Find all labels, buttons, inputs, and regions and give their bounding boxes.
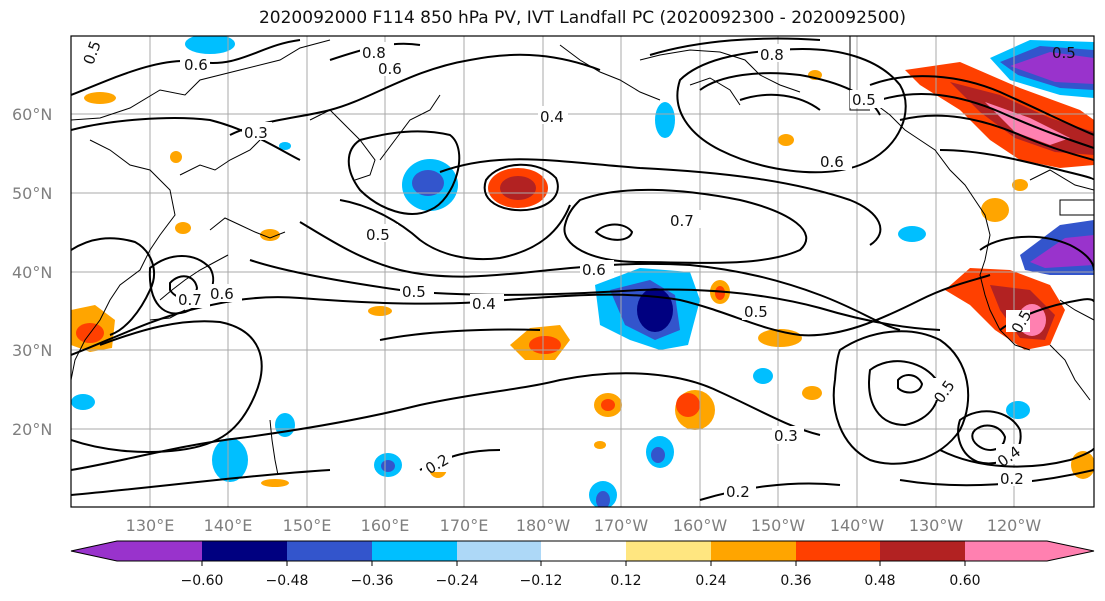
contour-label: 0.7 bbox=[178, 291, 202, 309]
colorbar-tick-label: −0.24 bbox=[436, 573, 479, 589]
colorbar-tick-label: 0.60 bbox=[949, 573, 980, 589]
lat-label: 30°N bbox=[12, 341, 52, 360]
lon-label: 170°E bbox=[440, 516, 489, 535]
lon-label: 150°W bbox=[751, 516, 806, 535]
contour-label: 0.2 bbox=[1000, 470, 1024, 488]
lon-label: 130°E bbox=[126, 516, 175, 535]
latitude-labels: 60°N 50°N 40°N 30°N 20°N bbox=[12, 105, 52, 439]
contour-label: 0.3 bbox=[244, 124, 268, 142]
lon-label: 160°W bbox=[673, 516, 728, 535]
colorbar-tick-label: 0.12 bbox=[610, 573, 641, 589]
colorbar-segment bbox=[965, 541, 1047, 561]
contour-label: 0.6 bbox=[378, 60, 402, 78]
colorbar-extend-left bbox=[71, 541, 117, 561]
contour-label: 0.5 bbox=[744, 303, 768, 321]
colorbar-tick-label: −0.12 bbox=[520, 573, 563, 589]
lon-label: 160°E bbox=[361, 516, 410, 535]
contour-label: 0.5 bbox=[366, 226, 390, 244]
lon-label: 130°W bbox=[909, 516, 964, 535]
colorbar-segment bbox=[287, 541, 372, 561]
colorbar-segment bbox=[796, 541, 880, 561]
contour-label: 0.6 bbox=[210, 285, 234, 303]
lon-label: 150°E bbox=[283, 516, 332, 535]
colorbar-outline bbox=[70, 540, 1095, 562]
colorbar-segment bbox=[202, 541, 287, 561]
map-content bbox=[71, 36, 1094, 507]
graticule bbox=[71, 36, 1094, 507]
lat-label: 40°N bbox=[12, 263, 52, 282]
longitude-labels: 130°E 140°E 150°E 160°E 170°E 180°W 170°… bbox=[126, 516, 1042, 535]
lat-label: 50°N bbox=[12, 184, 52, 203]
contour-label: 0.4 bbox=[540, 108, 564, 126]
colorbar-tick-label: −0.60 bbox=[181, 573, 224, 589]
contour-label: 0.6 bbox=[820, 153, 844, 171]
contour-label: 0.6 bbox=[582, 261, 606, 279]
lon-label: 140°E bbox=[204, 516, 253, 535]
lon-label: 120°W bbox=[987, 516, 1042, 535]
colorbar-segment bbox=[711, 541, 796, 561]
colorbar-tick-label: −0.36 bbox=[351, 573, 394, 589]
colorbar-tick-label: −0.48 bbox=[266, 573, 309, 589]
lon-label: 170°W bbox=[594, 516, 649, 535]
colorbar-segment bbox=[372, 541, 457, 561]
contour-label: 0.4 bbox=[472, 295, 496, 313]
contour-label: 0.8 bbox=[760, 46, 784, 64]
map-frame bbox=[70, 35, 1095, 508]
colorbar-tick-label: 0.36 bbox=[780, 573, 811, 589]
contour-label: 0.5 bbox=[852, 91, 876, 109]
contour-label: 0.5 bbox=[1052, 44, 1076, 62]
lat-label: 20°N bbox=[12, 420, 52, 439]
contour-label: 0.7 bbox=[670, 212, 694, 230]
colorbar-extend-right bbox=[1047, 541, 1094, 561]
contour-labels: 0.5 0.6 0.8 0.6 0.8 0.5 0.3 0.4 0.6 0.5 … bbox=[79, 38, 1076, 501]
contour-label: 0.5 bbox=[402, 283, 426, 301]
lon-label: 140°W bbox=[830, 516, 885, 535]
colorbar: −0.60 −0.48 −0.36 −0.24 −0.12 0.12 0.24 … bbox=[70, 540, 1095, 589]
colorbar-segment bbox=[626, 541, 711, 561]
contour-label: 0.3 bbox=[774, 427, 798, 445]
pv-shading bbox=[71, 36, 1094, 507]
lon-label: 180°W bbox=[516, 516, 571, 535]
colorbar-segment bbox=[457, 541, 541, 561]
contour-label: 0.2 bbox=[726, 483, 750, 501]
colorbar-segment bbox=[880, 541, 965, 561]
contour-label: 0.8 bbox=[362, 44, 386, 62]
contour-label: 0.6 bbox=[184, 56, 208, 74]
lat-label: 60°N bbox=[12, 105, 52, 124]
colorbar-tick-label: 0.48 bbox=[864, 573, 895, 589]
map-title: 2020092000 F114 850 hPa PV, IVT Landfall… bbox=[258, 8, 906, 28]
colorbar-segment bbox=[117, 541, 202, 561]
colorbar-tick-label: 0.24 bbox=[695, 573, 726, 589]
colorbar-segment bbox=[541, 541, 626, 561]
